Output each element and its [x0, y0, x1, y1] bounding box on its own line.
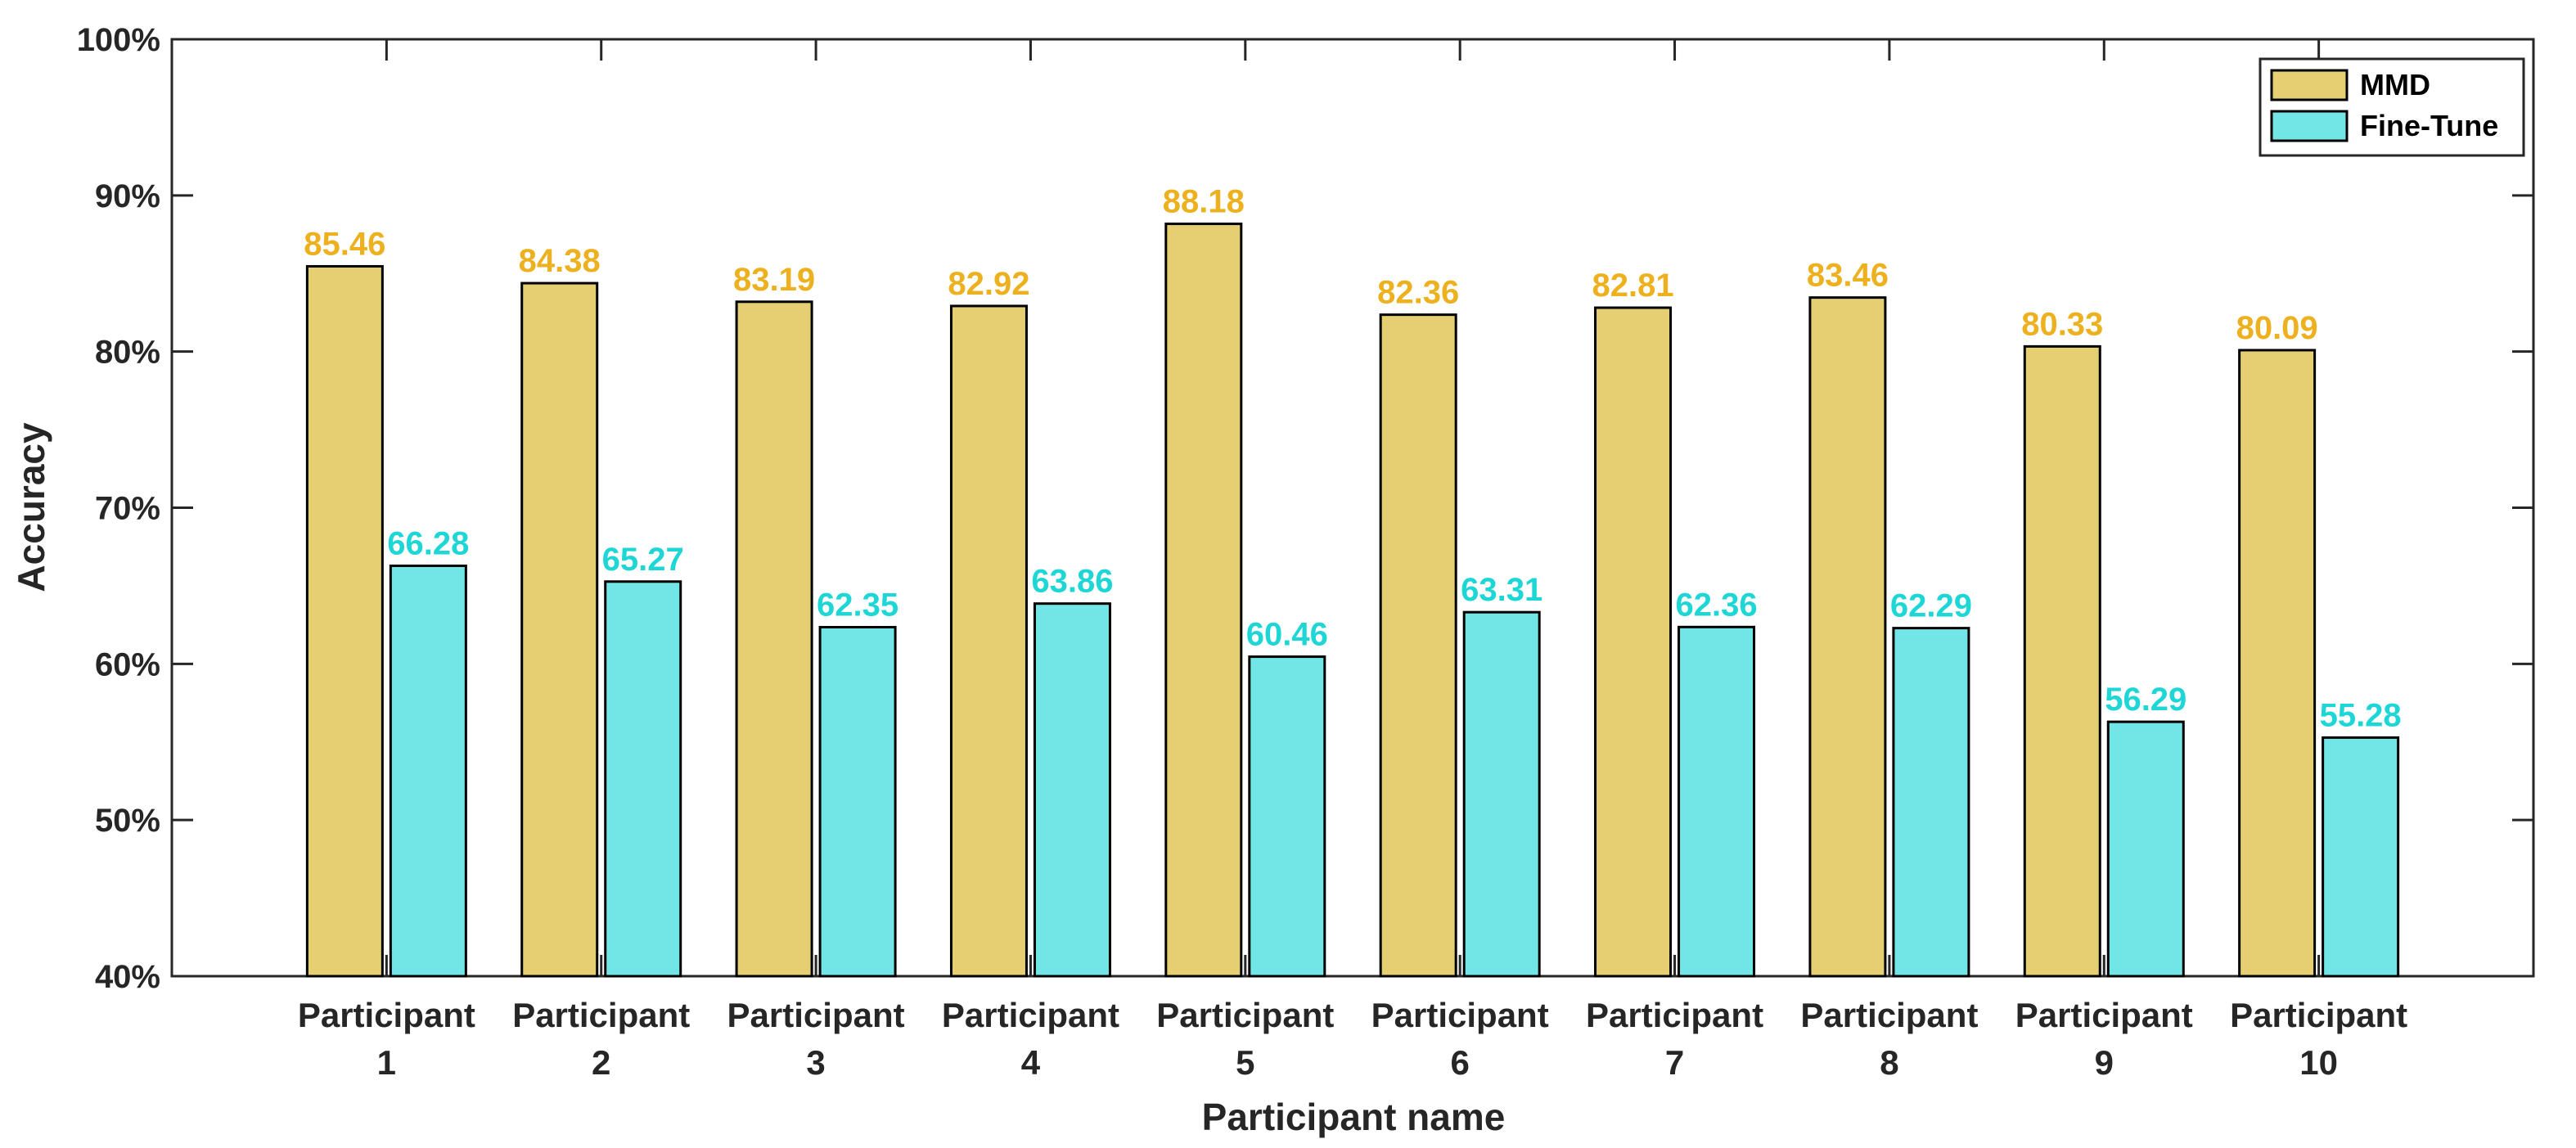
x-category-number: 10	[2299, 1043, 2338, 1082]
x-category-number: 9	[2095, 1043, 2114, 1082]
data-label: 66.28	[387, 525, 469, 561]
bar-mmd-3	[735, 300, 813, 978]
bar-mmd-4	[949, 304, 1028, 978]
x-category-label: Participant	[512, 996, 690, 1034]
bar-fine-tune-8	[1892, 627, 1970, 978]
legend-entry: Fine-Tune	[2360, 109, 2498, 142]
x-category-label: Participant	[1371, 996, 1549, 1034]
legend-swatch	[2270, 69, 2349, 101]
data-label: 56.29	[2105, 682, 2186, 718]
bar-fine-tune-2	[604, 580, 682, 978]
data-label: 60.46	[1246, 617, 1328, 653]
bar-mmd-10	[2238, 349, 2317, 978]
bar-mmd-6	[1379, 313, 1457, 978]
bar-fine-tune-4	[1033, 602, 1111, 978]
data-label: 85.46	[304, 226, 385, 262]
data-label: 82.81	[1592, 268, 1673, 304]
bar-fine-tune-1	[389, 564, 467, 978]
data-labels: 85.46 66.28 84.38 65.27 83.19 62.35 82.92 63.86…	[304, 184, 2401, 734]
y-axis-title: Accuracy	[10, 422, 52, 592]
y-axis-ticks: 40% 50% 60% 70% 80% 90% 100%	[77, 22, 2533, 995]
x-category-label: Participant	[298, 996, 475, 1034]
x-axis-categories: Participant 1 Participant 2 Participant 3 Part…	[298, 39, 2407, 1082]
bar-mmd-2	[520, 281, 599, 978]
bar-mmd-7	[1594, 306, 1673, 978]
x-category-number: 4	[1021, 1043, 1041, 1082]
data-label: 65.27	[602, 542, 684, 578]
data-label: 84.38	[519, 243, 601, 279]
bar-mmd-5	[1164, 223, 1243, 978]
x-category-label: Participant	[1156, 996, 1334, 1034]
legend: MMD Fine-Tune	[2259, 57, 2525, 157]
y-tick-label: 90%	[95, 178, 160, 214]
x-axis-title: Participant name	[1202, 1096, 1506, 1138]
x-category-number: 7	[1665, 1043, 1684, 1082]
y-tick-label: 60%	[95, 646, 160, 682]
y-tick-label: 40%	[95, 959, 160, 995]
y-tick-label: 50%	[95, 803, 160, 839]
bar-mmd-1	[305, 264, 384, 978]
bar-fine-tune-6	[1462, 610, 1541, 978]
y-tick-label: 70%	[95, 491, 160, 527]
x-category-number: 1	[377, 1043, 396, 1082]
y-tick-label: 100%	[77, 22, 160, 58]
x-category-label: Participant	[1586, 996, 1763, 1034]
y-tick-label: 80%	[95, 335, 160, 371]
data-label: 62.29	[1890, 588, 1972, 624]
bar-fine-tune-10	[2322, 736, 2400, 978]
data-label: 82.36	[1377, 275, 1459, 311]
x-category-number: 2	[592, 1043, 610, 1082]
bar-mmd-8	[1808, 296, 1887, 978]
x-category-number: 6	[1451, 1043, 1470, 1082]
x-category-number: 3	[806, 1043, 825, 1082]
bar-fine-tune-3	[818, 625, 897, 978]
x-category-number: 8	[1880, 1043, 1898, 1082]
x-category-label: Participant	[1800, 996, 1978, 1034]
x-category-label: Participant	[2230, 996, 2407, 1034]
data-label: 83.46	[1807, 258, 1889, 294]
data-label: 55.28	[2320, 697, 2402, 733]
data-label: 62.35	[817, 587, 898, 623]
x-category-label: Participant	[2015, 996, 2193, 1034]
bars	[305, 223, 2400, 978]
bar-fine-tune-7	[1678, 625, 1756, 978]
legend-entry: MMD	[2360, 68, 2430, 101]
legend-swatch	[2270, 110, 2349, 142]
data-label: 62.36	[1675, 587, 1757, 623]
x-category-number: 5	[1236, 1043, 1254, 1082]
data-label: 83.19	[733, 262, 815, 298]
x-category-label: Participant	[727, 996, 905, 1034]
data-label: 63.31	[1461, 572, 1542, 608]
data-label: 88.18	[1163, 184, 1245, 220]
data-label: 82.92	[948, 266, 1029, 302]
data-label: 80.33	[2021, 306, 2103, 342]
bar-mmd-9	[2023, 344, 2101, 978]
x-category-label: Participant	[942, 996, 1119, 1034]
bar-fine-tune-5	[1248, 655, 1326, 978]
data-label: 63.86	[1031, 564, 1113, 600]
data-label: 80.09	[2236, 310, 2318, 346]
bar-fine-tune-9	[2106, 720, 2185, 978]
